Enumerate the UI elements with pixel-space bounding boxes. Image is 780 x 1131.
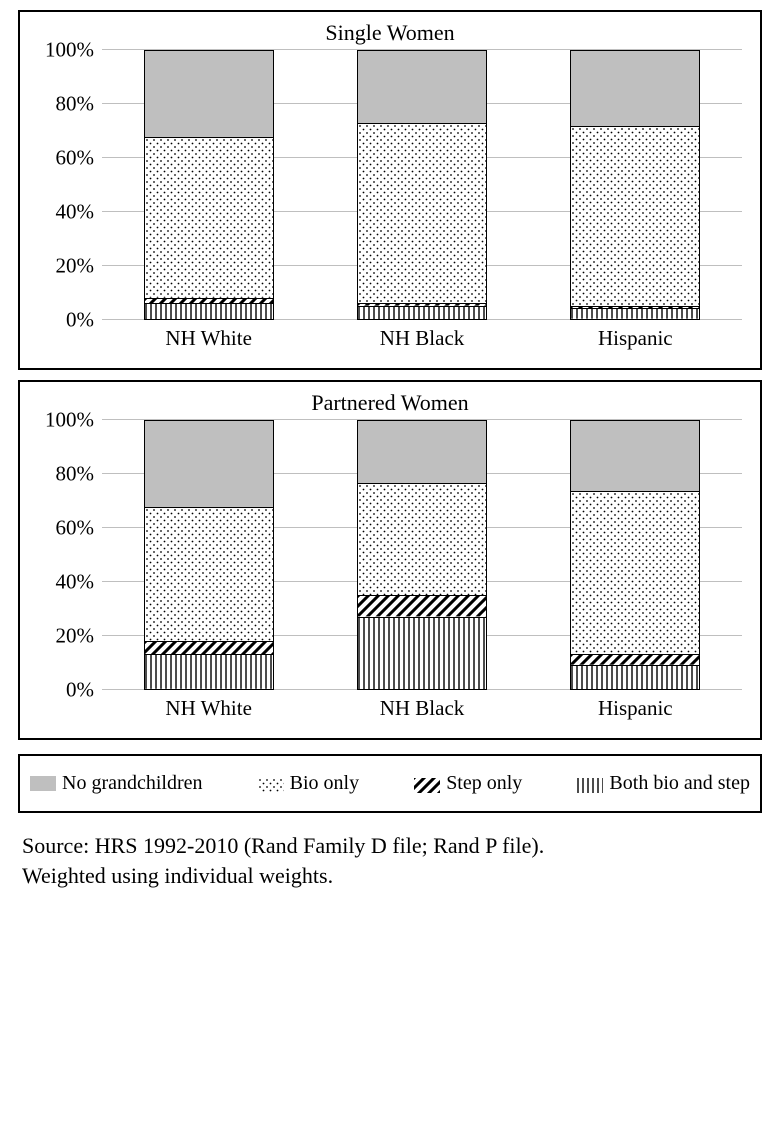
bar-segment-none [145, 51, 273, 137]
legend-label: Both bio and step [609, 772, 750, 795]
legend-item-step: Step only [414, 772, 522, 795]
chart-area: 0%20%40%60%80%100% NH WhiteNH BlackHispa… [102, 420, 742, 730]
bar-segment-bio [571, 126, 699, 306]
legend-swatch-step [414, 776, 440, 791]
chart-area: 0%20%40%60%80%100% NH WhiteNH BlackHispa… [102, 50, 742, 360]
bar-segment-both [145, 654, 273, 689]
bar-segment-bio [358, 123, 486, 303]
bar-segment-none [358, 51, 486, 123]
bar-group [529, 420, 742, 690]
legend-panel: No grandchildren Bio only Step only Both bi… [18, 754, 762, 813]
y-axis-label: 0% [28, 678, 94, 703]
chart-panel-single-women: Single Women 0%20%40%60%80%100% NH White… [18, 10, 762, 370]
bar-segment-both [145, 303, 273, 319]
y-axis-label: 20% [28, 624, 94, 649]
bar-segment-both [571, 308, 699, 319]
legend-swatch-both [577, 776, 603, 791]
x-axis-labels: NH WhiteNH BlackHispanic [102, 696, 742, 721]
y-axis-label: 80% [28, 92, 94, 117]
source-line-1: Source: HRS 1992-2010 (Rand Family D fil… [22, 831, 762, 861]
legend-item-none: No grandchildren [30, 772, 203, 795]
bar-segment-step [571, 654, 699, 665]
x-axis-labels: NH WhiteNH BlackHispanic [102, 326, 742, 351]
chart-title: Single Women [28, 20, 752, 46]
y-axis-label: 20% [28, 254, 94, 279]
bar-segment-none [145, 421, 273, 507]
bar-group [315, 420, 528, 690]
legend-label: Bio only [290, 772, 359, 795]
bar-group [529, 50, 742, 320]
bar-group [315, 50, 528, 320]
bar-segment-step [358, 303, 486, 306]
y-axis-label: 0% [28, 308, 94, 333]
source-line-2: Weighted using individual weights. [22, 861, 762, 891]
bar-segment-both [571, 665, 699, 689]
y-axis-label: 40% [28, 200, 94, 225]
bar-segment-step [358, 595, 486, 616]
stacked-bar [144, 50, 274, 320]
bars-container [102, 420, 742, 690]
bar-group [102, 420, 315, 690]
bar-segment-bio [145, 507, 273, 641]
y-axis-label: 100% [28, 408, 94, 433]
stacked-bar [144, 420, 274, 690]
bar-segment-bio [571, 491, 699, 654]
stacked-bar [357, 50, 487, 320]
source-text: Source: HRS 1992-2010 (Rand Family D fil… [22, 831, 762, 890]
bar-segment-both [358, 306, 486, 319]
bar-segment-step [145, 641, 273, 654]
x-axis-label: Hispanic [529, 696, 742, 721]
x-axis-label: NH White [102, 326, 315, 351]
stacked-bar [570, 50, 700, 320]
x-axis-label: NH Black [315, 696, 528, 721]
bar-group [102, 50, 315, 320]
bar-segment-step [571, 306, 699, 309]
bar-segment-none [571, 51, 699, 126]
legend-item-both: Both bio and step [577, 772, 750, 795]
bar-segment-bio [358, 483, 486, 596]
bar-segment-none [571, 421, 699, 491]
legend-label: No grandchildren [62, 772, 203, 795]
legend-swatch-bio [258, 776, 284, 791]
y-axis-label: 60% [28, 516, 94, 541]
chart-title: Partnered Women [28, 390, 752, 416]
bar-segment-both [358, 617, 486, 689]
legend-item-bio: Bio only [258, 772, 359, 795]
x-axis-label: NH White [102, 696, 315, 721]
chart-panel-partnered-women: Partnered Women 0%20%40%60%80%100% NH Wh… [18, 380, 762, 740]
bar-segment-bio [145, 137, 273, 298]
stacked-bar [357, 420, 487, 690]
legend-label: Step only [446, 772, 522, 795]
bar-segment-none [358, 421, 486, 483]
y-axis-label: 40% [28, 570, 94, 595]
stacked-bar [570, 420, 700, 690]
x-axis-label: Hispanic [529, 326, 742, 351]
bars-container [102, 50, 742, 320]
y-axis-label: 100% [28, 38, 94, 63]
y-axis-label: 60% [28, 146, 94, 171]
bar-segment-step [145, 298, 273, 303]
legend-swatch-none [30, 776, 56, 791]
x-axis-label: NH Black [315, 326, 528, 351]
y-axis-label: 80% [28, 462, 94, 487]
